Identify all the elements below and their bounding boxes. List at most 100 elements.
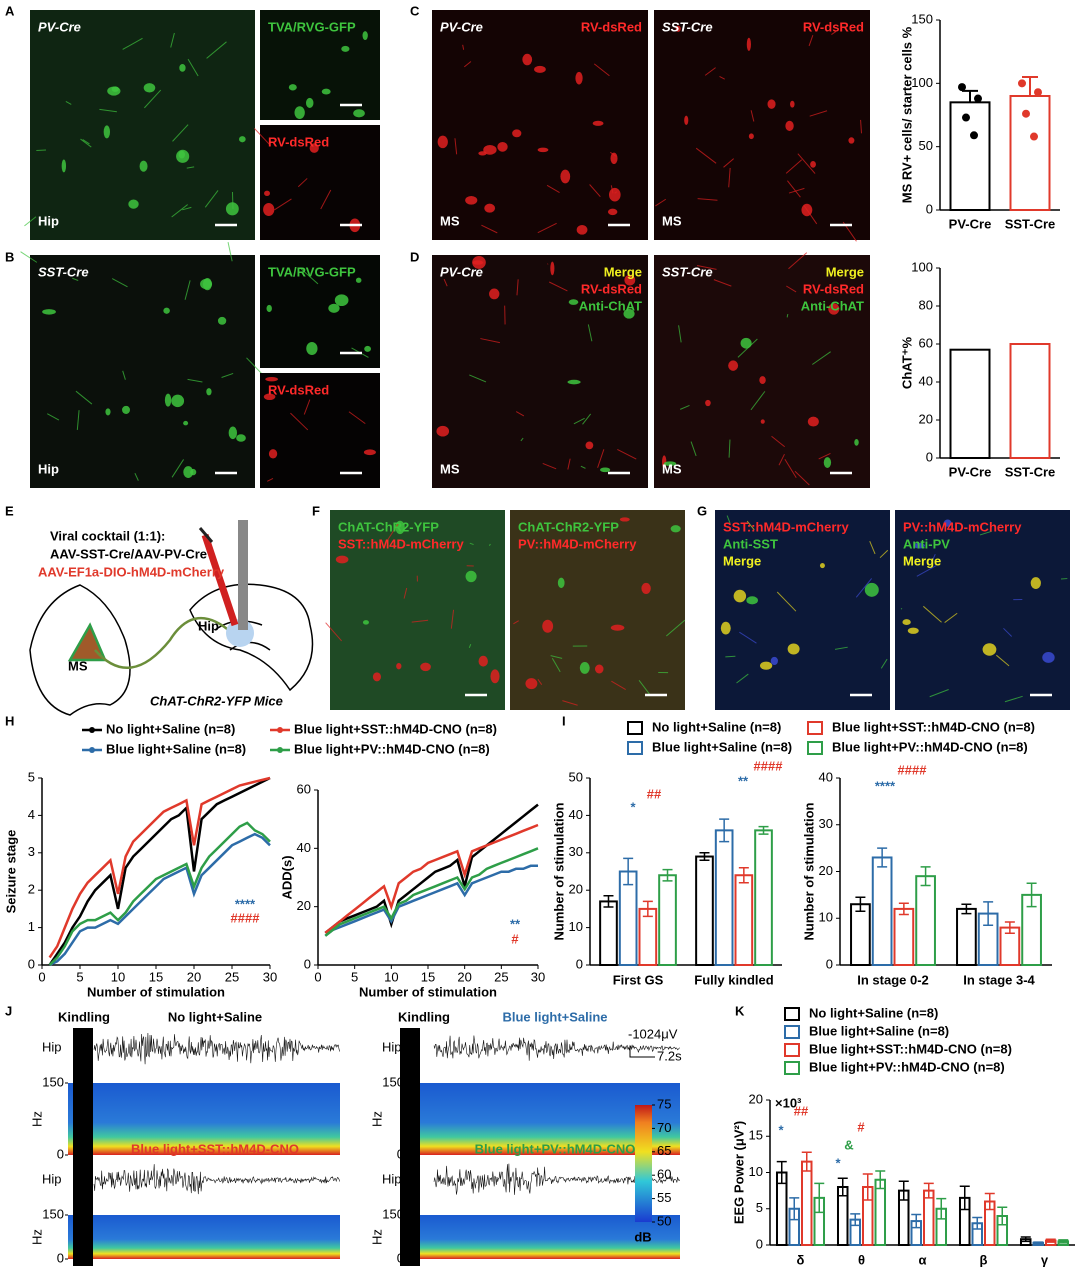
cell [107,86,121,96]
image-label: MS [440,213,460,228]
process [931,553,936,563]
y-tick-label: 4 [28,807,35,822]
cell [321,88,331,95]
error-bar [758,825,769,835]
image-label: PV-Cre [440,19,483,34]
significance: **** [235,896,256,911]
bar [893,907,915,967]
process [171,459,184,478]
x-tick-label: θ [858,1252,865,1267]
process [737,338,758,358]
cell [396,662,402,670]
process [713,279,732,287]
brain-outline [29,584,131,716]
cell [364,345,371,352]
process [655,198,667,207]
process [979,530,992,536]
process [916,565,937,577]
error-bar [875,1170,886,1190]
image-label: MS [440,461,460,476]
process [24,216,37,227]
cell [264,190,270,196]
error-bar [936,1197,947,1220]
image-label: Anti-ChAT [579,298,642,313]
error-bar [1033,1241,1044,1245]
data-point [974,94,982,103]
process [186,166,195,169]
process [573,417,585,425]
legend-swatch [627,741,643,755]
micrograph-bg [510,510,685,710]
process [787,180,801,198]
significance: * [630,799,636,814]
x-tick-label: 0 [314,969,321,984]
hip-outline [189,583,314,692]
process [134,473,139,481]
freq-label: Hz [369,1229,384,1245]
error-bar [776,1160,787,1185]
y-axis-label: MS RV+ cells/ starter cells % [899,26,914,203]
eeg-trace [93,1032,340,1065]
panel-letter: E [5,503,14,518]
cell [568,299,579,305]
significance: # [511,931,519,946]
legend-swatch [784,1007,800,1021]
y-tick-label: 60 [919,335,933,350]
cell [913,542,925,549]
micrograph-bg [260,10,380,120]
error-bar [961,903,972,915]
error-bar [898,902,909,916]
data-point [1018,79,1026,88]
series-line [48,776,271,959]
cell [760,419,765,424]
cell [663,461,677,467]
bar [850,903,871,966]
process [728,439,731,458]
process [567,458,571,470]
image-label: SST::hM4D-mCherry [723,519,849,534]
process [617,449,637,460]
cell [576,225,588,235]
process [206,41,227,59]
cell [1030,577,1041,589]
significance: **** [875,778,896,793]
legend-swatch [807,721,823,735]
y-tick-label: 20 [919,411,933,426]
chart: 0 20 40 60 ADD(s) 0 5 10 15 20 25 30 Number of stimu… [279,781,545,999]
micrograph: SST-Cre Merge RV-dsRed Anti-ChAT MS [654,252,870,488]
error-bar [1020,1236,1031,1243]
micrograph-bg [30,10,255,240]
y-tick-label: 5 [756,1200,763,1215]
y-tick-label: 80 [919,297,933,312]
process [778,453,785,466]
process [187,378,203,383]
x-tick-label: First GS [613,972,664,987]
cell [641,582,651,594]
y-tick-label: 5 [28,769,35,784]
process [797,153,816,174]
cell [465,195,478,205]
image-label: PV::hM4D-mCherry [903,519,1022,534]
process [299,267,319,285]
cell [61,159,67,173]
bar [949,101,991,211]
process [221,372,234,379]
y-tick-label: 30 [819,816,833,831]
cell [828,303,840,315]
y-tick-label: 0 [28,956,35,971]
process [462,44,465,50]
x-tick-label: 20 [187,969,201,984]
y-tick-label: 50 [569,769,583,784]
legend-swatch [807,741,823,755]
significance: # [857,1119,865,1134]
scale-bar [629,1046,655,1058]
image-label: SST-Cre [662,264,713,279]
image-label: MS [662,461,682,476]
cell [103,125,111,139]
process [111,278,128,288]
series-line [49,832,271,967]
error-bar [862,1173,873,1201]
process [679,404,690,410]
process [172,124,189,142]
